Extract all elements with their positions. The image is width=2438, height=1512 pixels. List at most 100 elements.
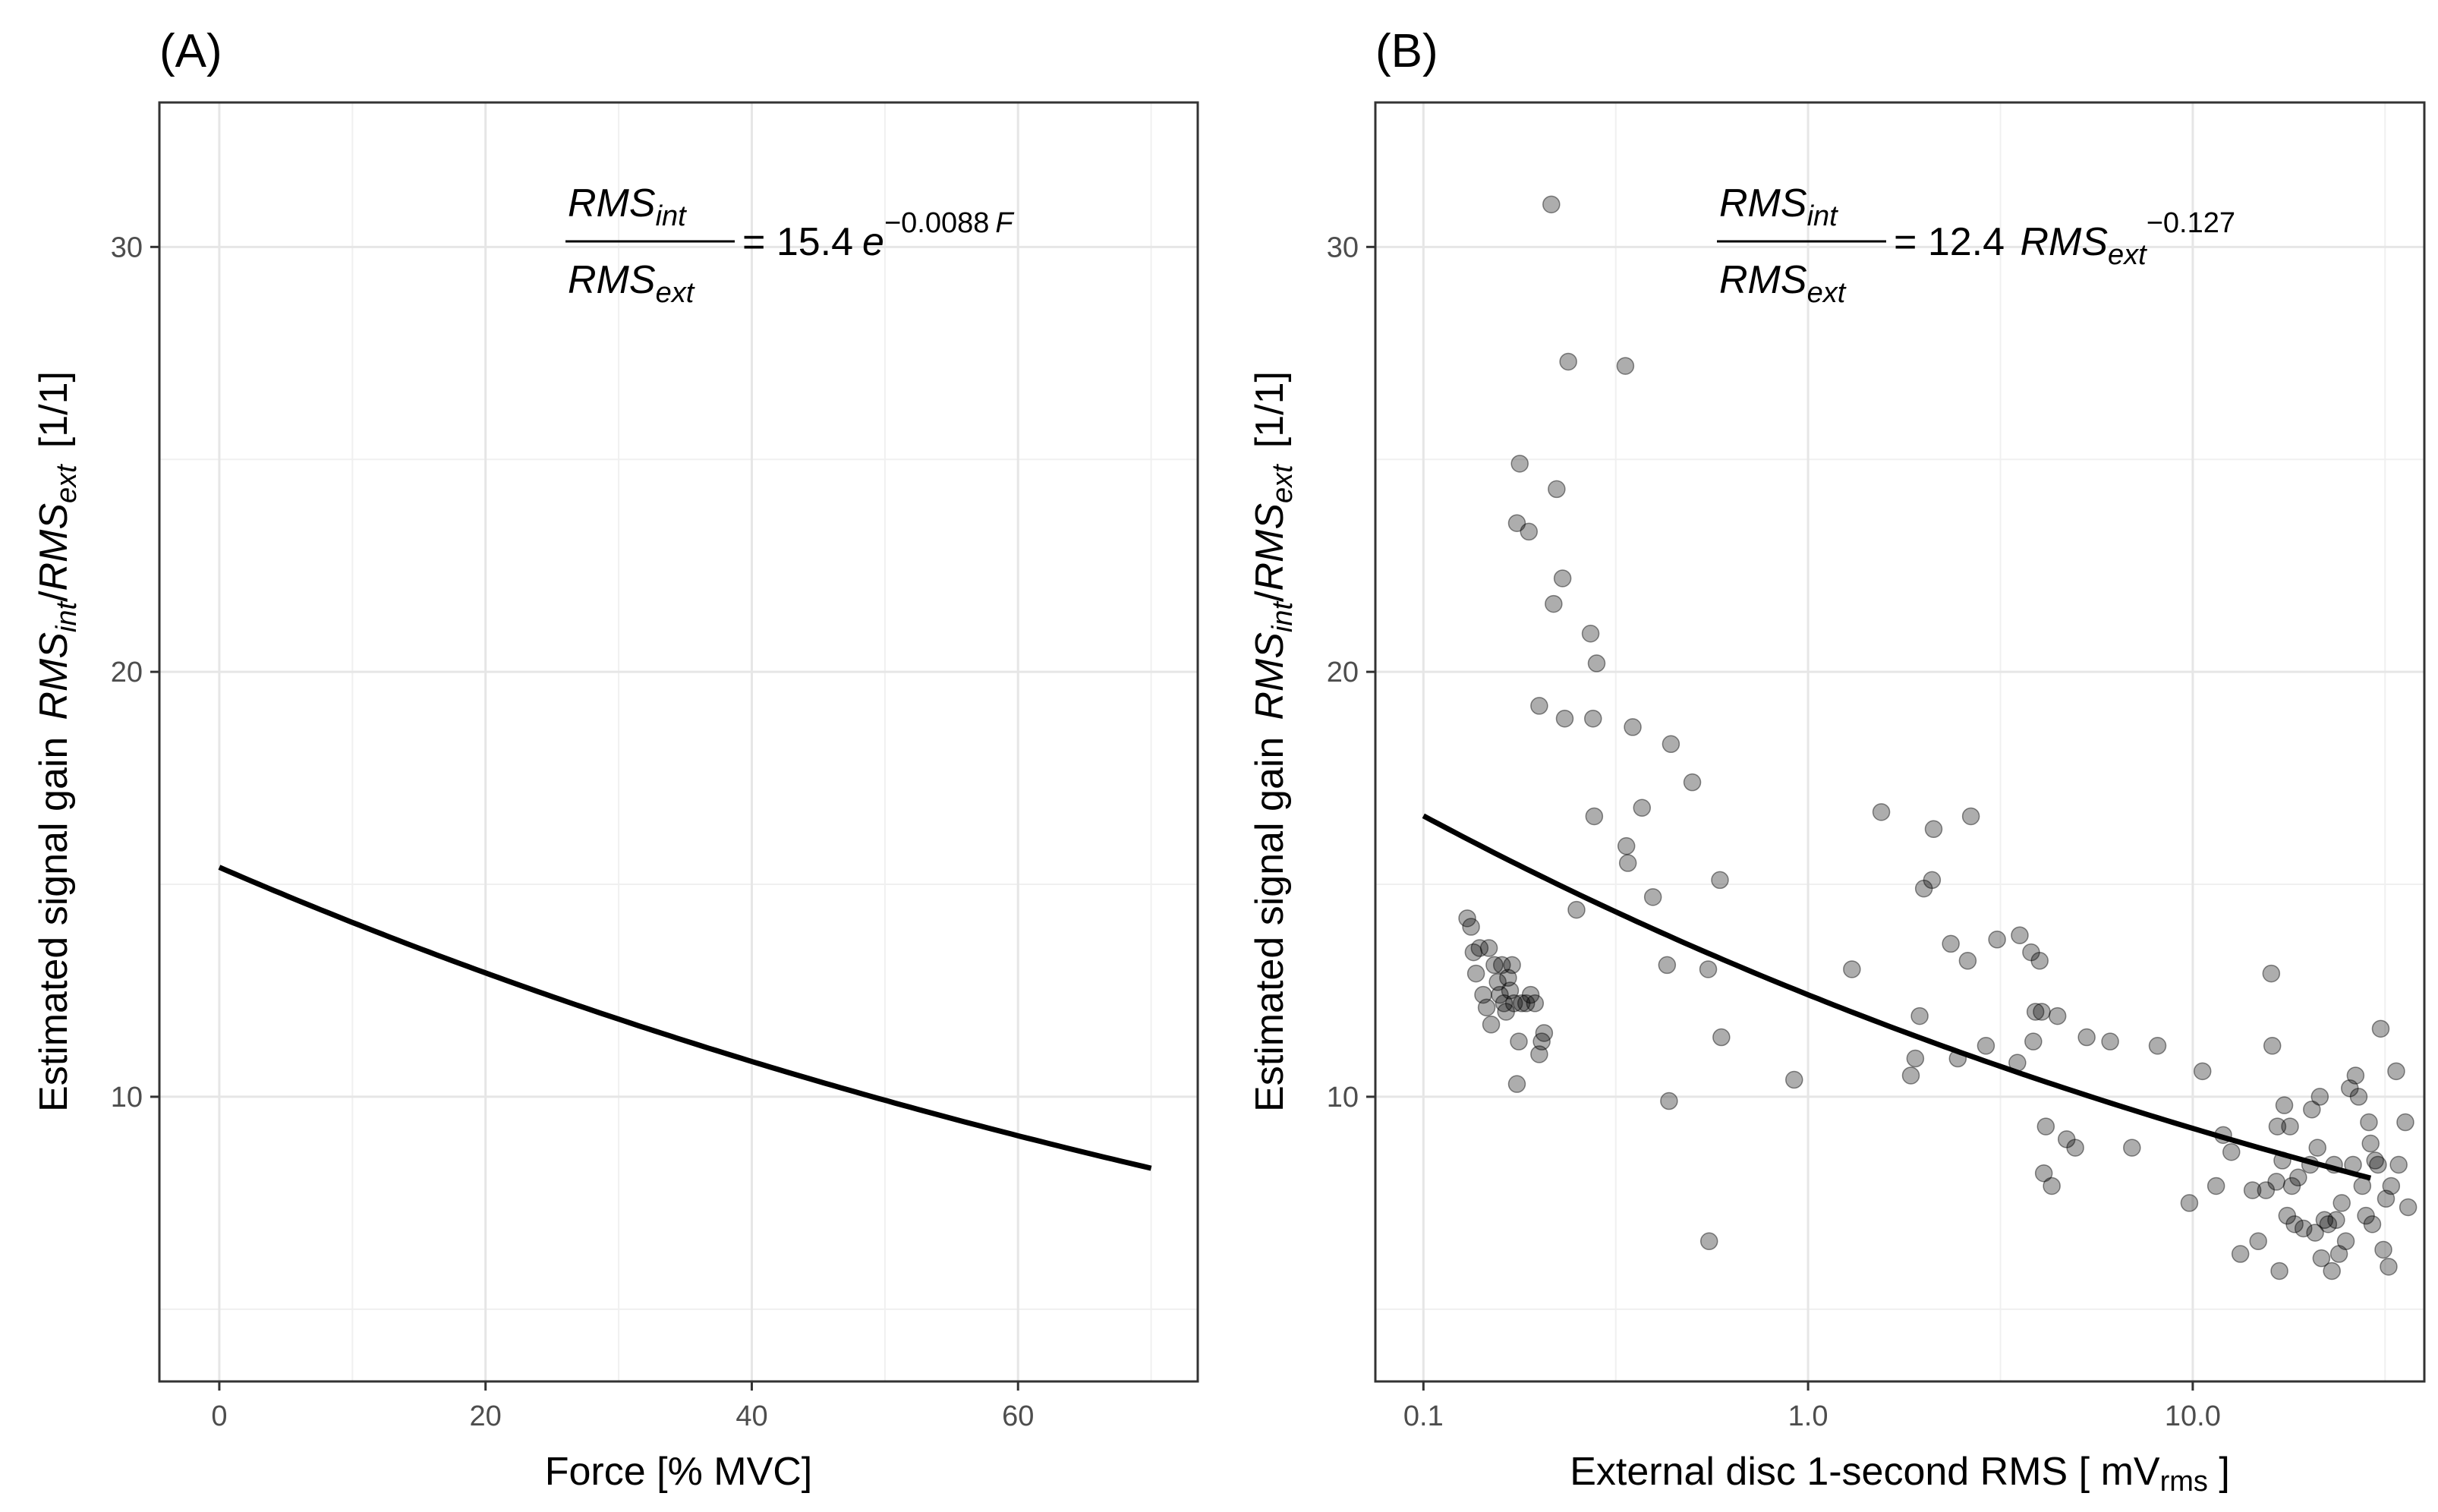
scatter-point [2319, 1215, 2338, 1233]
y-tick-label: 30 [111, 232, 143, 263]
scatter-point [2193, 1062, 2212, 1081]
equation-a-denominator: RMSext [568, 258, 695, 309]
plot-frame-b [1374, 101, 2426, 1383]
scatter-point [2282, 1177, 2301, 1195]
scatter-point [2294, 1219, 2313, 1238]
scatter-point [2275, 1096, 2294, 1114]
scatter-point [2357, 1206, 2375, 1225]
scatter-point [1501, 981, 1520, 1000]
scatter-point [2148, 1037, 2167, 1055]
scatter-point [2206, 1177, 2225, 1195]
scatter-point [2312, 1249, 2331, 1268]
scatter-point [2101, 1032, 2119, 1051]
scatter-point [2341, 1079, 2359, 1098]
y-axis-title-b: Estimated signal gainRMSint/RMSext[1/1] [1248, 371, 1299, 1112]
scatter-point [2180, 1194, 2199, 1212]
scatter-point [1958, 952, 1977, 970]
scatter-point [1532, 1032, 1551, 1051]
scatter-point [1843, 960, 1861, 978]
scatter-point [1545, 594, 1563, 613]
equation-b: RMSint RMSext = 12.4 RMSext−0.127 [1717, 181, 2235, 309]
scatter-point [1510, 1032, 1528, 1051]
scatter-point [1555, 709, 1574, 728]
scatter-point [2332, 1194, 2351, 1212]
scatter-point [1587, 654, 1606, 673]
scatter-point [1530, 1045, 1548, 1063]
scatter-point [2057, 1130, 2076, 1148]
scatter-point [1504, 994, 1523, 1013]
scatter-point [2030, 952, 2049, 970]
scatter-point [2382, 1177, 2401, 1195]
scatter-point [1699, 1232, 1718, 1251]
scatter-point [2360, 1113, 2378, 1132]
scatter-point [2377, 1189, 2395, 1208]
scatter-point [2024, 1032, 2043, 1051]
scatter-point [2389, 1155, 2408, 1174]
scatter-point [2034, 1164, 2053, 1183]
scatter-point [1512, 994, 1531, 1013]
scatter-point [2361, 1134, 2380, 1153]
scatter-point [1872, 803, 1891, 821]
scatter-point [2026, 1003, 2045, 1021]
scatter-point [1530, 697, 1548, 715]
scatter-point [2371, 1019, 2390, 1038]
scatter-point [2281, 1117, 2299, 1136]
scatter-point [2231, 1245, 2250, 1263]
scatter-point [1618, 854, 1637, 872]
scatter-point [1585, 807, 1604, 826]
ticks-b: 0.1 1.0 10.0 10 20 30 [1327, 232, 2221, 1432]
scatter-point [1470, 939, 1489, 957]
scatter-point [1493, 956, 1511, 975]
scatter-point [2346, 1066, 2365, 1085]
scatter-point [1462, 918, 1480, 936]
x-tick-label: 60 [1002, 1400, 1034, 1432]
scatter-point [1712, 1028, 1731, 1047]
scatter-point [2336, 1232, 2355, 1251]
fit-curve [218, 865, 1152, 1171]
equation-b-numerator: RMSint [1719, 181, 1838, 232]
scatter-point [1924, 820, 1943, 839]
scatter-point [2043, 1177, 2061, 1195]
scatter-point [2363, 1215, 2382, 1233]
scatter-points-b [1458, 195, 2418, 1280]
scatter-point [2329, 1245, 2348, 1263]
scatter-point [2310, 1088, 2329, 1106]
scatter-point [1906, 1049, 1925, 1068]
scatter-point [2222, 1142, 2241, 1161]
scatter-point [1624, 718, 1642, 736]
scatter-point [2268, 1117, 2287, 1136]
grid-a [159, 102, 1198, 1381]
x-tick-label: 20 [470, 1400, 502, 1432]
equation-b-rhs: = 12.4 RMSext−0.127 [1894, 207, 2235, 271]
scatter-point [1711, 871, 1729, 890]
scatter-point [1521, 985, 1540, 1004]
scatter-point [1485, 956, 1504, 975]
scatter-point [1491, 985, 1509, 1004]
scatter-point [1923, 871, 1942, 890]
scatter-point [1658, 956, 1677, 975]
scatter-point [2323, 1262, 2341, 1280]
scatter-point [2308, 1139, 2326, 1157]
scatter-point [1662, 735, 1680, 754]
scatter-point [1542, 195, 1561, 214]
x-tick-label: 1.0 [1788, 1400, 1828, 1432]
scatter-point [1535, 1024, 1554, 1042]
scatter-point [2036, 1117, 2055, 1136]
scatter-point [2306, 1224, 2324, 1242]
scatter-point [1683, 773, 1702, 792]
scatter-point [1699, 960, 1718, 978]
x-tick-label: 10.0 [2165, 1400, 2221, 1432]
equation-a: RMSint RMSext = 15.4 e−0.0088 F [565, 181, 1014, 309]
y-tick-label: 20 [111, 657, 143, 688]
scatter-point [2327, 1211, 2345, 1230]
scatter-point [1520, 522, 1539, 541]
scatter-point [1643, 888, 1662, 906]
scatter-point [1497, 1003, 1515, 1021]
scatter-point [1495, 994, 1514, 1013]
scatter-point [2243, 1181, 2262, 1199]
equation-b-denominator: RMSext [1719, 258, 1847, 309]
scatter-point [1914, 879, 1933, 898]
scatter-point [1507, 514, 1526, 532]
scatter-point [2249, 1232, 2267, 1251]
